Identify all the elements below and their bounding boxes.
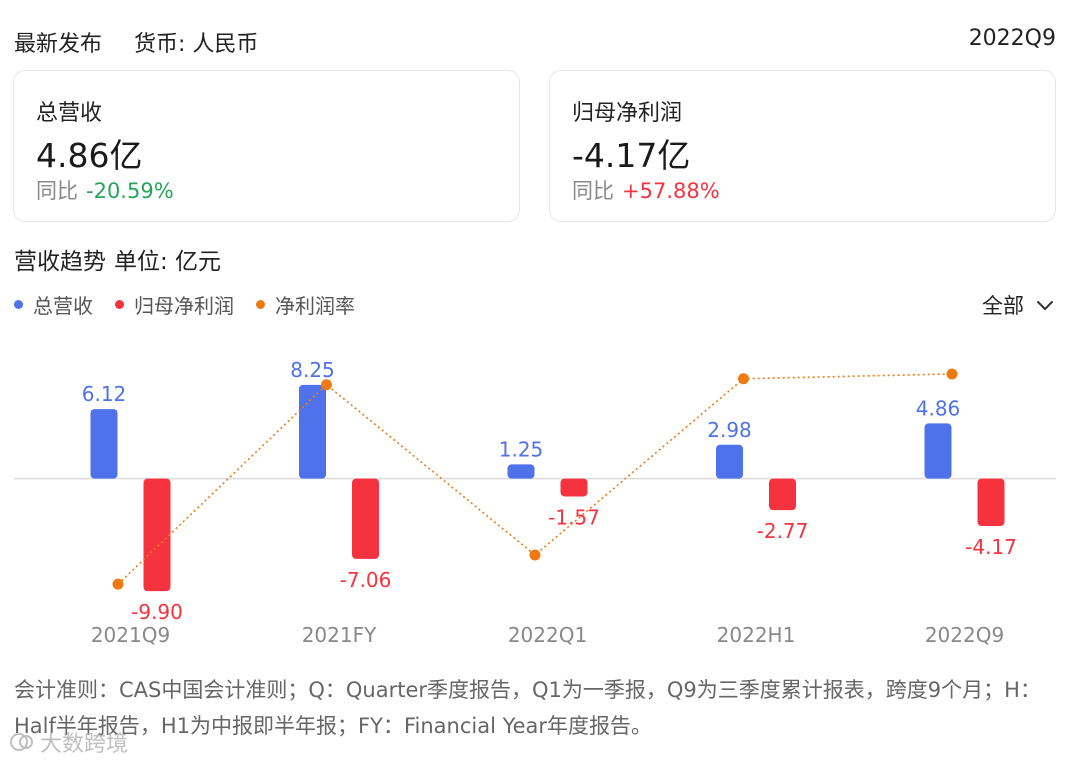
legend-item-revenue[interactable]: 总营收: [14, 290, 93, 319]
currency-label: 货币: 人民币: [134, 32, 259, 57]
legend-label: 归母净利润: [134, 294, 234, 318]
card-label: 归母净利润: [572, 101, 683, 126]
card-label: 总营收: [36, 101, 103, 126]
watermark-text: 大数跨境: [40, 732, 129, 757]
net-profit-bar: [977, 478, 1005, 527]
legend-dot-icon: [115, 300, 124, 309]
net-profit-card: 归母净利润 -4.17亿 同比 +57.88%: [549, 70, 1056, 222]
net-profit-bar: [769, 478, 796, 511]
card-value: 4.86亿: [36, 136, 143, 175]
net-profit-data-label: -1.57: [548, 505, 600, 529]
margin-point: [529, 549, 541, 561]
accounting-footnote: 会计准则：CAS中国会计准则；Q：Quarter季度报告，Q1为一季报，Q9为三…: [14, 678, 1041, 738]
latest-release-title: 最新发布: [14, 32, 103, 57]
legend-dot-icon: [256, 300, 265, 309]
legend-label: 总营收: [33, 294, 93, 318]
yoy-label: 同比: [572, 179, 614, 203]
range-label: 全部: [982, 294, 1024, 318]
net-profit-bar: [560, 478, 588, 497]
revenue-card: 总营收 4.86亿 同比 -20.59%: [13, 70, 520, 222]
revenue-bar: [507, 464, 535, 479]
chart-legend: 总营收 归母净利润 净利润率: [14, 290, 355, 319]
unit-label: 单位: 亿元: [114, 249, 222, 275]
margin-line: [117, 373, 953, 585]
x-tick-label: 2022Q9: [925, 623, 1004, 647]
range-dropdown[interactable]: 全部: [982, 290, 1054, 320]
revenue-data-label: 8.25: [290, 358, 335, 382]
card-yoy: 同比 -20.59%: [36, 175, 174, 205]
revenue-data-label: 2.98: [707, 418, 752, 442]
revenue-data-label: 1.25: [499, 437, 544, 461]
trend-title: 营收趋势: [14, 249, 106, 275]
yoy-label: 同比: [36, 179, 78, 203]
net-profit-bar: [352, 478, 379, 559]
legend-dot-icon: [14, 300, 23, 309]
margin-point: [946, 368, 958, 380]
x-tick-label: 2022Q1: [508, 623, 587, 647]
margin-point: [112, 578, 124, 590]
revenue-bar: [299, 384, 326, 479]
chevron-down-icon: [1037, 301, 1053, 310]
revenue-bar: [90, 409, 118, 479]
revenue-data-label: 6.12: [82, 382, 127, 406]
yoy-value: +57.88%: [622, 179, 720, 203]
section-title: 营收趋势 单位: 亿元: [14, 242, 221, 276]
watermark: 大数跨境: [8, 726, 128, 758]
x-tick-label: 2021FY: [302, 623, 377, 647]
legend-item-margin[interactable]: 净利润率: [256, 290, 355, 319]
header: 最新发布 货币: 人民币 2022Q9: [14, 26, 1056, 58]
net-profit-data-label: -9.90: [131, 600, 183, 624]
legend-item-net-profit[interactable]: 归母净利润: [115, 290, 234, 319]
net-profit-data-label: -7.06: [340, 568, 392, 592]
net-profit-data-label: -2.77: [757, 519, 809, 543]
x-tick-label: 2021Q9: [91, 623, 170, 647]
yoy-value: -20.59%: [86, 179, 174, 203]
revenue-bar: [924, 423, 952, 479]
card-yoy: 同比 +57.88%: [572, 175, 720, 205]
x-tick-label: 2022H1: [717, 623, 796, 647]
margin-point: [321, 379, 332, 391]
margin-point: [738, 373, 749, 385]
revenue-bar: [716, 444, 743, 479]
legend-label: 净利润率: [275, 294, 355, 318]
watermark-logo-icon: [10, 733, 33, 751]
revenue-data-label: 4.86: [916, 396, 961, 420]
report-period: 2022Q9: [968, 26, 1056, 51]
card-value: -4.17亿: [572, 136, 691, 175]
net-profit-bar: [143, 478, 171, 592]
net-profit-data-label: -4.17: [965, 535, 1017, 559]
